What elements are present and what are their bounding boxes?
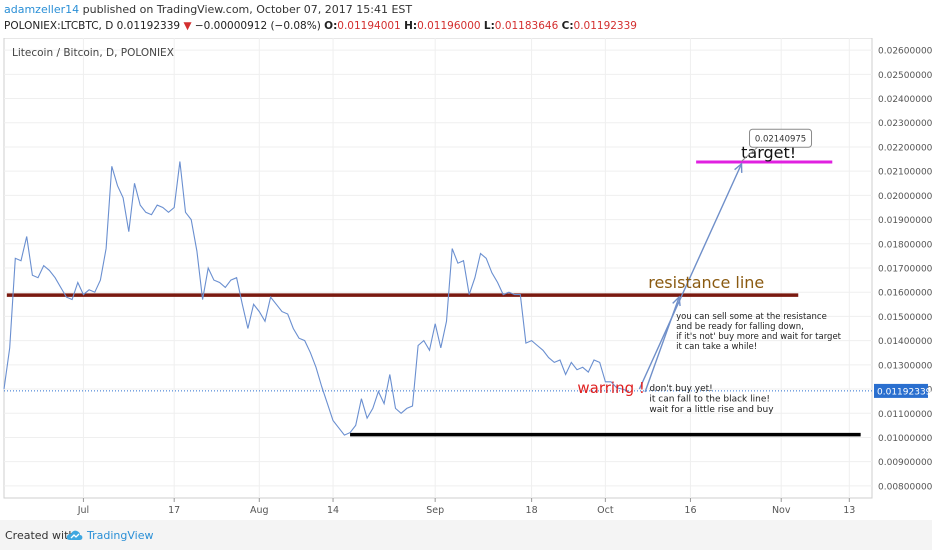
arrow-to-target-head — [734, 162, 743, 173]
x-axis: Jul 17 Aug 14 Sep 18 Oct 16 Nov 13 — [77, 498, 855, 516]
high-label: H: — [404, 20, 418, 32]
chart-title: Litecoin / Bitcoin, D, POLONIEX — [12, 47, 174, 59]
y-tick-label: 0.02100000 — [878, 168, 932, 178]
resistance-note-line: you can sell some at the resistance — [676, 312, 827, 322]
publish-text: published on TradingView.com, October 07… — [79, 3, 413, 16]
y-tick-label: 0.00800000 — [878, 482, 932, 492]
close-value: 0.01192339 — [573, 20, 637, 32]
y-tick-label: 0.02600000 — [878, 47, 932, 57]
price-series-line — [3, 161, 629, 436]
y-axis: 0.02600000 0.02500000 0.02400000 0.02300000… — [878, 47, 932, 493]
arrow-to-target[interactable] — [638, 163, 743, 390]
y-tick-label: 0.01500000 — [878, 313, 932, 323]
x-tick-label: 16 — [684, 505, 696, 516]
y-tick-label: 0.01400000 — [878, 337, 932, 347]
x-tick-label: Aug — [250, 505, 269, 516]
y-tick-label: 0.02500000 — [878, 71, 932, 81]
y-tick-label: 0.02400000 — [878, 95, 932, 105]
low-value: 0.01183646 — [494, 20, 559, 32]
y-tick-label: 0.01100000 — [878, 410, 932, 420]
series-layer — [3, 161, 629, 436]
warning-note-line: it can fall to the black line! — [649, 395, 770, 405]
y-tick-label: 0.01600000 — [878, 289, 932, 299]
last-price-label: 0.01192339 — [877, 387, 932, 397]
symbol-label: POLONIEX:LTCBTC, D — [4, 20, 114, 32]
x-tick-label: 18 — [526, 505, 538, 516]
x-tick-label: Nov — [772, 505, 791, 516]
x-tick-label: 14 — [327, 505, 339, 516]
x-tick-label: Oct — [597, 505, 614, 516]
close-label: C: — [561, 20, 574, 32]
annotations — [4, 160, 872, 437]
y-tick-label: 0.01700000 — [878, 265, 932, 275]
target-callout-box — [749, 128, 813, 148]
target-callout-pointer — [741, 146, 758, 162]
open-value: 0.01194001 — [337, 20, 401, 32]
resistance-note-line: if it's not' buy more and wait for targe… — [676, 332, 842, 342]
author-link[interactable]: adamzeller14 — [4, 3, 80, 16]
chart-header: adamzeller14 published on TradingView.co… — [0, 0, 932, 38]
y-tick-label: 0.01900000 — [878, 216, 932, 226]
y-tick-label: 0.02000000 — [878, 192, 932, 202]
tradingview-cloud-icon — [66, 530, 83, 540]
y-tick-label: 0.01300000 — [878, 361, 932, 371]
footer: Created with TradingView — [0, 520, 932, 550]
change-down-icon: ▼ — [183, 20, 192, 32]
price-chart[interactable]: 0.02600000 0.02500000 0.02400000 0.02300000… — [0, 38, 932, 520]
low-label: L: — [483, 20, 495, 32]
tradingview-link[interactable]: TradingView — [87, 529, 154, 542]
warning-note-line: don't buy yet! — [649, 384, 712, 394]
resistance-note-line: and be ready for falling down, — [676, 322, 804, 332]
warning-note-line: wait for a little rise and buy — [649, 405, 774, 415]
x-tick-label: 17 — [168, 505, 180, 516]
y-tick-label: 0.00900000 — [878, 458, 932, 468]
last-price-tag — [874, 383, 928, 398]
y-tick-label: 0.01000000 — [878, 434, 932, 444]
price-value: 0.01192339 — [116, 20, 181, 32]
ohlc-bar: POLONIEX:LTCBTC, D 0.01192339 ▼ −0.00000… — [4, 20, 637, 32]
arrow-to-resistance-head — [672, 295, 681, 307]
y-tick-label: 0.01800000 — [878, 240, 932, 250]
x-tick-label: Sep — [426, 505, 444, 516]
open-label: O: — [324, 20, 338, 32]
y-tick-label: 0.02200000 — [878, 143, 932, 153]
high-value: 0.01196000 — [417, 20, 481, 32]
publish-info: adamzeller14 published on TradingView.co… — [4, 3, 412, 16]
target-callout-text: 0.02140975 — [755, 135, 806, 145]
created-with-text: Created with — [5, 529, 76, 542]
resistance-note-line: it can take a while! — [676, 342, 757, 352]
grid — [4, 38, 872, 498]
warning-label: warring ! — [577, 379, 645, 397]
y-tick-label: 0.02300000 — [878, 119, 932, 129]
overlay: resistance linetarget!0.02140975warring … — [577, 128, 932, 415]
resistance-label: resistance line — [648, 273, 764, 292]
change-value: −0.00000912 (−0.08%) — [194, 20, 321, 32]
x-tick-label: Jul — [77, 505, 89, 516]
x-tick-label: 13 — [843, 505, 855, 516]
